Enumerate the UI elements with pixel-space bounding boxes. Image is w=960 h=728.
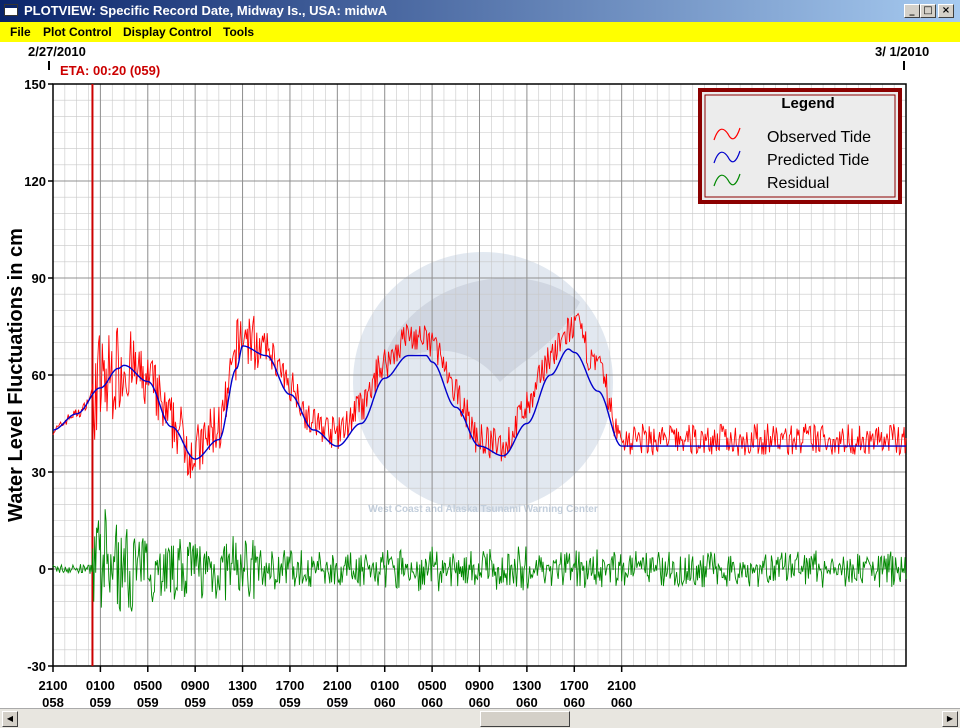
x-tick-time-label: 0900 — [181, 678, 210, 693]
app-icon — [4, 4, 18, 16]
menu-file[interactable]: File — [10, 25, 31, 39]
x-tick-time-label: 0100 — [370, 678, 399, 693]
residual-line — [52, 509, 907, 612]
x-tick-time-label: 2100 — [39, 678, 68, 693]
x-tick-time-label: 1300 — [512, 678, 541, 693]
x-tick-day-label: 060 — [563, 695, 585, 708]
legend: Legend Observed Tide Predicted Tide Resi… — [698, 88, 902, 204]
scroll-right-button[interactable]: ▶ — [942, 711, 958, 727]
scroll-left-button[interactable]: ◀ — [2, 711, 18, 727]
y-axis: -30 0 30 60 90 120 150 — [24, 77, 53, 674]
y-tick-label: 90 — [32, 271, 46, 286]
legend-title: Legend — [781, 95, 834, 112]
close-button[interactable]: × — [938, 4, 954, 18]
start-date-label: 2/27/2010 — [28, 44, 86, 59]
menu-display-control[interactable]: Display Control — [123, 25, 212, 39]
horizontal-scrollbar[interactable]: ◀ ▶ — [0, 708, 960, 728]
x-tick-day-label: 059 — [232, 695, 254, 708]
legend-box — [698, 88, 902, 204]
x-tick-day-label: 060 — [374, 695, 396, 708]
x-tick-time-label: 2100 — [607, 678, 636, 693]
legend-predicted-label: Predicted Tide — [767, 152, 869, 169]
legend-observed-swatch — [713, 127, 741, 141]
menu-plot-control[interactable]: Plot Control — [43, 25, 112, 39]
x-tick-time-label: 1700 — [275, 678, 304, 693]
minimize-button[interactable]: _ — [904, 4, 920, 18]
x-tick-day-label: 059 — [137, 695, 159, 708]
legend-residual-swatch — [713, 173, 741, 187]
legend-observed-label: Observed Tide — [767, 129, 871, 146]
x-tick-time-label: 0500 — [418, 678, 447, 693]
x-tick-day-label: 059 — [184, 695, 206, 708]
x-tick-day-label: 059 — [90, 695, 112, 708]
y-tick-label: 30 — [32, 465, 46, 480]
x-tick-day-label: 060 — [421, 695, 443, 708]
x-tick-day-label: 058 — [42, 695, 64, 708]
tide-chart[interactable]: West Coast and Alaska Tsunami Warning Ce… — [0, 42, 960, 710]
plot-area: West Coast and Alaska Tsunami Warning Ce… — [0, 42, 960, 710]
legend-inner-border — [704, 94, 896, 198]
window-title: PLOTVIEW: Specific Record Date, Midway I… — [24, 3, 388, 18]
x-tick-time-label: 0500 — [133, 678, 162, 693]
x-tick-day-label: 060 — [469, 695, 491, 708]
y-tick-label: 150 — [24, 77, 46, 92]
y-tick-label: 0 — [39, 562, 46, 577]
x-tick-day-label: 060 — [516, 695, 538, 708]
x-tick-day-label: 059 — [279, 695, 301, 708]
x-tick-time-label: 1300 — [228, 678, 257, 693]
residual-series — [52, 509, 907, 612]
y-axis-label: Water Level Fluctuations in cm — [5, 228, 27, 522]
legend-predicted-swatch — [713, 150, 741, 164]
x-tick-day-label: 060 — [611, 695, 633, 708]
y-tick-label: 120 — [24, 174, 46, 189]
x-tick-time-label: 0900 — [465, 678, 494, 693]
y-tick-label: -30 — [27, 659, 46, 674]
observed-tide-line — [52, 312, 907, 479]
x-tick-day-label: 059 — [326, 695, 348, 708]
y-tick-label: 60 — [32, 368, 46, 383]
menu-tools[interactable]: Tools — [223, 25, 255, 39]
scroll-thumb[interactable] — [480, 711, 570, 727]
x-tick-time-label: 0100 — [86, 678, 115, 693]
x-tick-time-label: 1700 — [560, 678, 589, 693]
x-tick-time-label: 2100 — [323, 678, 352, 693]
x-axis: 2100 058 0100 059 0500 059 0900 059 1300 059 1700 0… — [39, 666, 636, 710]
menu-bar: File Plot Control Display Control Tools — [0, 22, 960, 42]
predicted-tide-series — [52, 345, 906, 460]
legend-residual-label: Residual — [767, 175, 829, 192]
watermark-text: West Coast and Alaska Tsunami Warning Ce… — [368, 504, 598, 515]
eta-label: ETA: 00:20 (059) — [60, 63, 160, 78]
maximize-button[interactable]: □ — [920, 4, 936, 18]
predicted-tide-line — [52, 345, 906, 460]
end-date-label: 3/ 1/2010 — [875, 44, 929, 59]
observed-tide-series — [52, 312, 907, 479]
title-bar: PLOTVIEW: Specific Record Date, Midway I… — [0, 0, 960, 22]
